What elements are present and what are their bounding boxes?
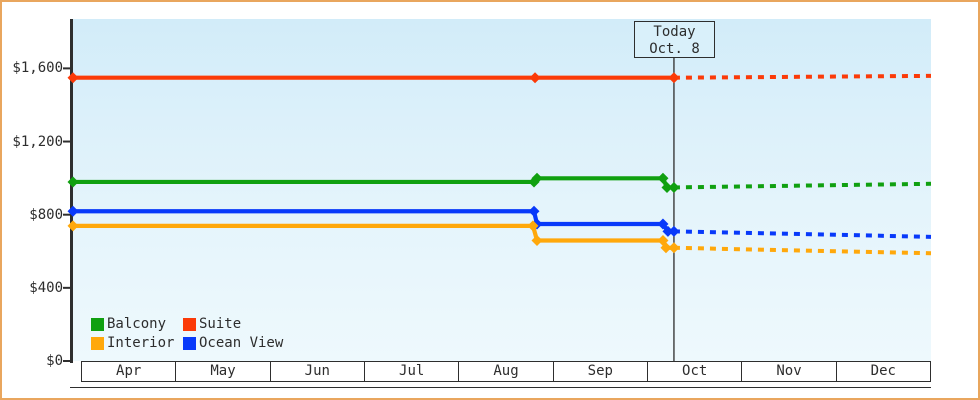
x-axis-baseline: [70, 387, 931, 388]
legend-label-balcony: Balcony: [107, 316, 167, 332]
legend-label-interior: Interior: [107, 335, 175, 351]
month-label-dec: Dec: [835, 361, 931, 382]
legend-swatch-balcony: [91, 317, 104, 331]
y-axis-tick-label: $1,200: [12, 133, 63, 150]
today-date: Oct. 8: [649, 41, 700, 57]
today-annotation: Today Oct. 8: [634, 21, 715, 58]
month-label-nov: Nov: [741, 361, 837, 382]
legend-swatch-ocean-view: [183, 336, 196, 350]
y-axis-tick-label: $0: [46, 353, 63, 369]
month-label-apr: Apr: [81, 361, 177, 382]
legend-swatch-interior: [91, 336, 104, 350]
y-axis-tick-label: $400: [29, 279, 63, 296]
y-axis-tick-label: $1,600: [12, 60, 63, 77]
legend-item-ocean-view: Ocean View: [183, 336, 283, 350]
month-label-may: May: [175, 361, 271, 382]
month-label-sep: Sep: [552, 361, 648, 382]
month-label-jun: Jun: [269, 361, 365, 382]
today-label: Today: [653, 24, 696, 40]
month-label-aug: Aug: [458, 361, 554, 382]
legend-swatch-suite: [183, 317, 196, 331]
legend-label-suite: Suite: [199, 316, 242, 332]
legend-item-suite: Suite: [183, 317, 241, 331]
y-axis-tick-label: $800: [29, 206, 63, 223]
legend-item-interior: Interior: [91, 336, 174, 350]
legend-label-ocean-view: Ocean View: [199, 335, 284, 351]
plot-area: [73, 19, 931, 361]
month-label-jul: Jul: [364, 361, 460, 382]
legend-item-balcony: Balcony: [91, 317, 166, 331]
month-label-oct: Oct: [647, 361, 743, 382]
